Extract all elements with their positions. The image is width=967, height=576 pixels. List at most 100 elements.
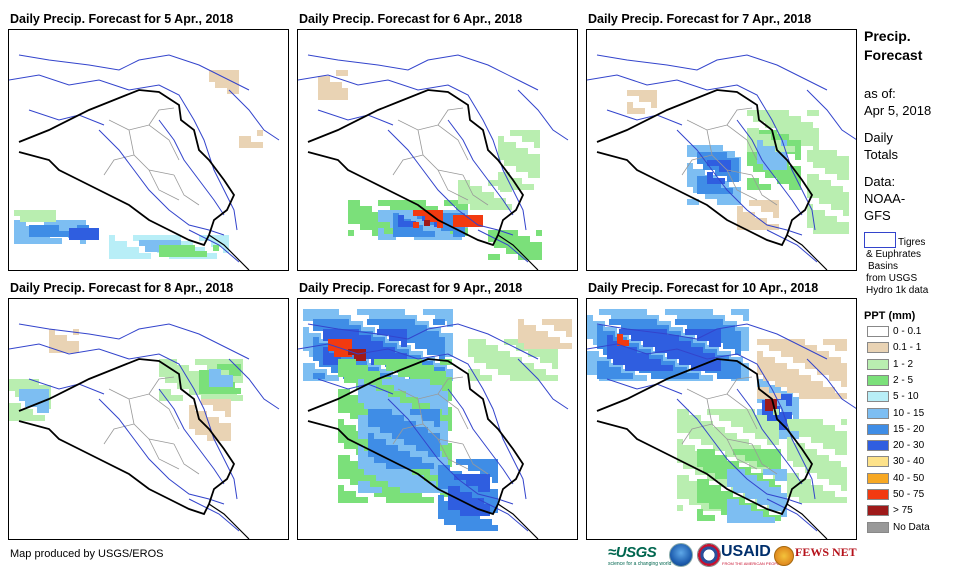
precip-cell	[213, 359, 219, 365]
precip-cell	[769, 369, 775, 375]
precip-cell	[340, 351, 346, 357]
precip-cell	[683, 363, 689, 369]
precip-cell	[221, 76, 227, 82]
precip-cell	[498, 178, 504, 184]
precip-cell	[599, 309, 605, 315]
panel-title-6-apr: Daily Precip. Forecast for 6 Apr., 2018	[299, 12, 523, 26]
precip-cell	[829, 425, 835, 431]
precip-cell	[817, 363, 823, 369]
basin-boundary	[736, 388, 803, 485]
precip-cell	[380, 415, 386, 421]
precip-cell	[309, 309, 315, 315]
precip-cell	[324, 76, 330, 82]
precip-cell	[392, 451, 398, 457]
precip-cell	[53, 231, 59, 237]
precip-cell	[199, 376, 205, 382]
precip-cell	[743, 309, 749, 315]
precip-cell	[703, 158, 709, 164]
precip-cell	[522, 130, 528, 136]
precip-cell	[25, 395, 31, 401]
precip-cell	[769, 479, 775, 485]
precip-cell	[471, 221, 477, 227]
precip-cell	[362, 437, 368, 443]
precip-cell	[701, 433, 707, 439]
precip-cell	[725, 409, 731, 415]
precip-cell	[398, 215, 404, 221]
precip-cell	[376, 475, 382, 481]
precip-cell	[478, 486, 484, 492]
precip-cell	[225, 395, 231, 401]
precip-cell	[651, 102, 657, 108]
precip-cell	[233, 82, 239, 88]
precip-cell	[773, 421, 779, 427]
precip-cell	[701, 315, 707, 321]
precip-cell	[707, 427, 713, 433]
precip-cell	[516, 184, 522, 190]
precip-cell	[683, 481, 689, 487]
precip-cell	[528, 166, 534, 172]
precip-cell	[416, 457, 422, 463]
precip-cell	[548, 319, 554, 325]
precip-cell	[213, 245, 219, 251]
precip-cell	[410, 401, 416, 407]
precip-cell	[466, 474, 472, 480]
precip-cell	[689, 493, 695, 499]
precip-cell	[677, 451, 683, 457]
province-boundary	[148, 107, 175, 126]
precip-cell	[336, 94, 342, 100]
precip-cell	[428, 445, 434, 451]
precip-cell	[394, 475, 400, 481]
precip-cell	[145, 246, 151, 252]
precip-cell	[380, 421, 386, 427]
precip-cell	[835, 449, 841, 455]
precip-cell	[358, 445, 364, 451]
precip-cell	[749, 409, 755, 415]
panel-title-5-apr: Daily Precip. Forecast for 5 Apr., 2018	[10, 12, 234, 26]
precip-cell	[717, 199, 723, 205]
precip-cell	[201, 417, 207, 423]
precip-cell	[31, 395, 37, 401]
precip-cell	[458, 198, 464, 204]
precip-cell	[639, 319, 645, 325]
precip-cell	[468, 465, 474, 471]
precip-cell	[769, 455, 775, 461]
precip-cell	[793, 339, 799, 345]
precip-cell	[775, 505, 781, 511]
precip-cell	[371, 341, 377, 347]
precip-cell	[817, 473, 823, 479]
precip-cell	[725, 166, 731, 172]
precip-cell	[675, 373, 681, 379]
precip-cell	[510, 375, 516, 381]
precip-cell	[215, 70, 221, 76]
precip-cell	[685, 341, 691, 347]
precip-cell	[841, 381, 847, 387]
precip-cell	[338, 491, 344, 497]
precip-cell	[418, 385, 424, 391]
precip-cell	[767, 224, 773, 230]
precip-cell	[422, 371, 428, 377]
precip-cell	[775, 381, 781, 387]
country-border	[208, 503, 250, 539]
precip-cell	[430, 427, 436, 433]
precip-cell	[749, 200, 755, 206]
precip-cell	[703, 329, 709, 335]
precip-cell	[516, 375, 522, 381]
precip-cell	[560, 319, 566, 325]
precip-cell	[347, 329, 353, 335]
precip-cell	[771, 116, 777, 122]
precip-cell	[813, 134, 819, 140]
precip-cell	[309, 375, 315, 381]
precip-cell	[769, 158, 775, 164]
precip-cell	[631, 365, 637, 371]
precip-cell	[528, 351, 534, 357]
precip-cell	[309, 369, 315, 375]
precip-cell	[480, 525, 486, 531]
map-panel-6-apr	[297, 29, 578, 271]
precip-cell	[356, 407, 362, 413]
precip-cell	[356, 467, 362, 473]
precip-cell	[613, 347, 619, 353]
precip-cell	[817, 461, 823, 467]
precip-cell	[45, 385, 51, 391]
precip-cell	[801, 140, 807, 146]
precip-cell	[841, 345, 847, 351]
